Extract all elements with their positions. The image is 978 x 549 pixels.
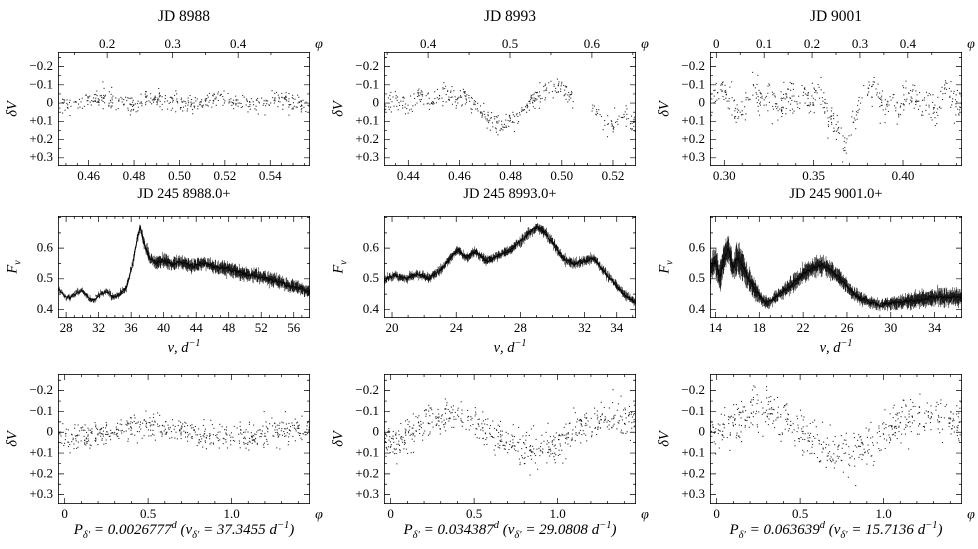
column-1-periodogram-plot — [0, 212, 326, 340]
column-2-periodogram-plot — [326, 212, 652, 340]
column-2-lightcurve-y-axis-label: δV — [330, 101, 347, 117]
column-2-lightcurve-plot — [326, 34, 652, 184]
column-1-folded-y-axis-label: δV — [4, 431, 21, 447]
column-1: JD 8988 δV JD 245 8988.0+ Fν ν, d−1 δV P… — [0, 0, 326, 549]
column-3-folded-y-axis-label: δV — [656, 431, 673, 447]
column-1-periodogram-y-axis-label: Fν — [4, 260, 24, 274]
column-3-lightcurve-y-axis-label: δV — [656, 101, 673, 117]
column-3-folded-lightcurve-plot — [652, 368, 978, 526]
column-1-lightcurve-y-axis-label: δV — [4, 101, 21, 117]
column-2-periodogram-x-axis-label: ν, d−1 — [493, 338, 527, 356]
column-1-title: JD 8988 — [157, 8, 211, 25]
column-3: JD 9001 δV JD 245 9001.0+ Fν ν, d−1 δV P… — [652, 0, 978, 549]
column-1-lightcurve-plot — [0, 34, 326, 184]
column-3-periodogram-x-axis-label: ν, d−1 — [819, 338, 853, 356]
column-2-title: JD 8993 — [483, 8, 537, 25]
column-2-period-caption: Pδ′ = 0.034387d (νδ′ = 29.0808 d−1) — [403, 520, 617, 541]
column-2-lightcurve-x-axis-label: JD 245 8993.0+ — [463, 186, 557, 202]
column-1-periodogram-x-axis-label: ν, d−1 — [167, 338, 201, 356]
column-3-title: JD 9001 — [809, 8, 863, 25]
column-1-period-caption: Pδ′ = 0.0026777d (νδ′ = 37.3455 d−1) — [73, 520, 295, 541]
column-2-folded-lightcurve-plot — [326, 368, 652, 526]
column-2-periodogram-y-axis-label: Fν — [330, 260, 350, 274]
column-1-lightcurve-x-axis-label: JD 245 8988.0+ — [137, 186, 231, 202]
column-1-folded-lightcurve-plot — [0, 368, 326, 526]
column-3-lightcurve-plot — [652, 34, 978, 184]
column-2: JD 8993 δV JD 245 8993.0+ Fν ν, d−1 δV P… — [326, 0, 652, 549]
column-3-period-caption: Pδ′ = 0.063639d (νδ′ = 15.7136 d−1) — [729, 520, 943, 541]
column-3-periodogram-plot — [652, 212, 978, 340]
column-3-periodogram-y-axis-label: Fν — [656, 260, 676, 274]
column-3-lightcurve-x-axis-label: JD 245 9001.0+ — [789, 186, 883, 202]
column-2-folded-y-axis-label: δV — [330, 431, 347, 447]
